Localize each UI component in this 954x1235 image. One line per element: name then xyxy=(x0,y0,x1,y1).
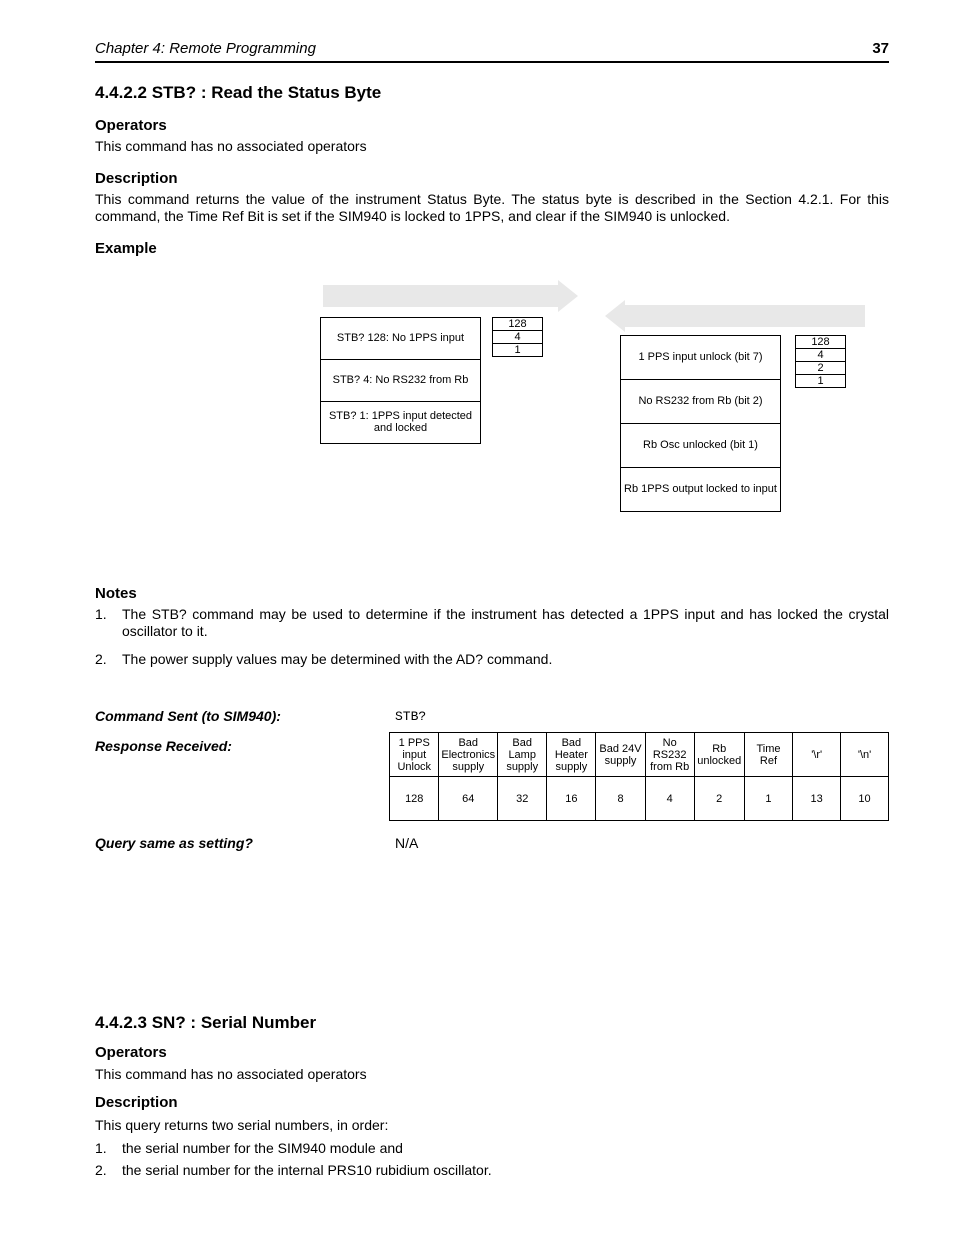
bt-r1c6: 2 xyxy=(694,777,744,821)
bt-r1c0: 128 xyxy=(390,777,439,821)
t2-r1-lbl: No RS232 from Rb (bit 2) xyxy=(621,379,781,423)
page-header: Chapter 4: Remote Programming 37 xyxy=(95,40,889,57)
notes-heading: Notes xyxy=(95,585,889,602)
response-byte-table: 1 PPS input Unlock Bad Electronics suppl… xyxy=(389,732,889,821)
t2-r3-lbl: Rb 1PPS output locked to input xyxy=(621,467,781,511)
bt-r0c7: Time Ref xyxy=(744,733,793,777)
t1-r2-val: 1 xyxy=(493,343,543,356)
status-bits-table: 1 PPS input unlock (bit 7) No RS232 from… xyxy=(620,335,781,512)
stb-figure: STB? 128: No 1PPS input STB? 4: No RS232… xyxy=(95,285,889,565)
t2-r0-val: 128 xyxy=(796,335,846,348)
header-rule xyxy=(95,61,889,63)
description-heading: Description xyxy=(95,170,889,187)
bt-r1c1: 64 xyxy=(439,777,498,821)
command-example-vals: 128 4 1 xyxy=(492,317,543,357)
t2-r3-val: 1 xyxy=(796,374,846,387)
bt-r0c9: '\n' xyxy=(841,733,889,777)
arrow-left xyxy=(625,305,865,327)
description-body: This command returns the value of the in… xyxy=(95,191,889,226)
command-row: Command Sent (to SIM940): STB? xyxy=(95,708,889,724)
page-number: 37 xyxy=(872,40,889,57)
note-index-1: 1. xyxy=(95,606,122,641)
sn-li-1-num: 1. xyxy=(95,1140,122,1158)
status-bits-vals: 128 4 2 1 xyxy=(795,335,846,388)
response-label: Response Received: xyxy=(95,732,389,754)
sn-operators-heading: Operators xyxy=(95,1044,889,1063)
query-row: Query same as setting? N/A xyxy=(95,835,889,851)
t2-r1-val: 4 xyxy=(796,348,846,361)
section-heading-stb: 4.4.2.2 STB? : Read the Status Byte xyxy=(95,83,889,103)
bt-r1c7: 1 xyxy=(744,777,793,821)
bt-r0c4: Bad 24V supply xyxy=(596,733,645,777)
bt-r1c8: 13 xyxy=(793,777,841,821)
bt-r1c5: 4 xyxy=(645,777,694,821)
note-index-2: 2. xyxy=(95,651,122,669)
bt-r0c6: Rb unlocked xyxy=(694,733,744,777)
sn-operators-body: This command has no associated operators xyxy=(95,1066,889,1084)
t1-r0-lbl: STB? 128: No 1PPS input xyxy=(321,317,481,359)
bt-r1c3: 16 xyxy=(547,777,596,821)
operators-heading: Operators xyxy=(95,117,889,134)
bt-r1c4: 8 xyxy=(596,777,645,821)
arrow-right xyxy=(323,285,558,307)
sn-li-2: the serial number for the internal PRS10… xyxy=(122,1162,889,1180)
response-row: Response Received: 1 PPS input Unlock Ba… xyxy=(95,732,889,821)
bottom-section: 4.4.2.3 SN? : Serial Number Operators Th… xyxy=(95,1012,889,1183)
bt-r0c1: Bad Electronics supply xyxy=(439,733,498,777)
query-label: Query same as setting? xyxy=(95,835,395,851)
t1-r2-lbl: STB? 1: 1PPS input detected and locked xyxy=(321,401,481,443)
query-value: N/A xyxy=(395,835,418,851)
command-code: STB? xyxy=(395,709,426,724)
operators-body: This command has no associated operators xyxy=(95,138,889,156)
example-heading: Example xyxy=(95,240,889,257)
bt-r0c5: No RS232 from Rb xyxy=(645,733,694,777)
bt-r0c2: Bad Lamp supply xyxy=(498,733,547,777)
note-2: The power supply values may be determine… xyxy=(122,651,889,669)
t2-r0-lbl: 1 PPS input unlock (bit 7) xyxy=(621,335,781,379)
t2-r2-val: 2 xyxy=(796,361,846,374)
bt-r0c8: '\r' xyxy=(793,733,841,777)
bt-r1c2: 32 xyxy=(498,777,547,821)
t1-r1-val: 4 xyxy=(493,330,543,343)
command-label: Command Sent (to SIM940): xyxy=(95,708,395,724)
sn-description-body: This query returns two serial numbers, i… xyxy=(95,1117,889,1135)
note-1: The STB? command may be used to determin… xyxy=(122,606,889,641)
bt-r0c0: 1 PPS input Unlock xyxy=(390,733,439,777)
sn-description-heading: Description xyxy=(95,1094,889,1113)
section-heading-sn: 4.4.2.3 SN? : Serial Number xyxy=(95,1012,889,1033)
t1-r1-lbl: STB? 4: No RS232 from Rb xyxy=(321,359,481,401)
bt-r0c3: Bad Heater supply xyxy=(547,733,596,777)
t1-r0-val: 128 xyxy=(493,317,543,330)
chapter-title: Chapter 4: Remote Programming xyxy=(95,40,316,57)
sn-li-1: the serial number for the SIM940 module … xyxy=(122,1140,889,1158)
command-example-table: STB? 128: No 1PPS input STB? 4: No RS232… xyxy=(320,317,481,444)
bt-r1c9: 10 xyxy=(841,777,889,821)
sn-li-2-num: 2. xyxy=(95,1162,122,1180)
t2-r2-lbl: Rb Osc unlocked (bit 1) xyxy=(621,423,781,467)
